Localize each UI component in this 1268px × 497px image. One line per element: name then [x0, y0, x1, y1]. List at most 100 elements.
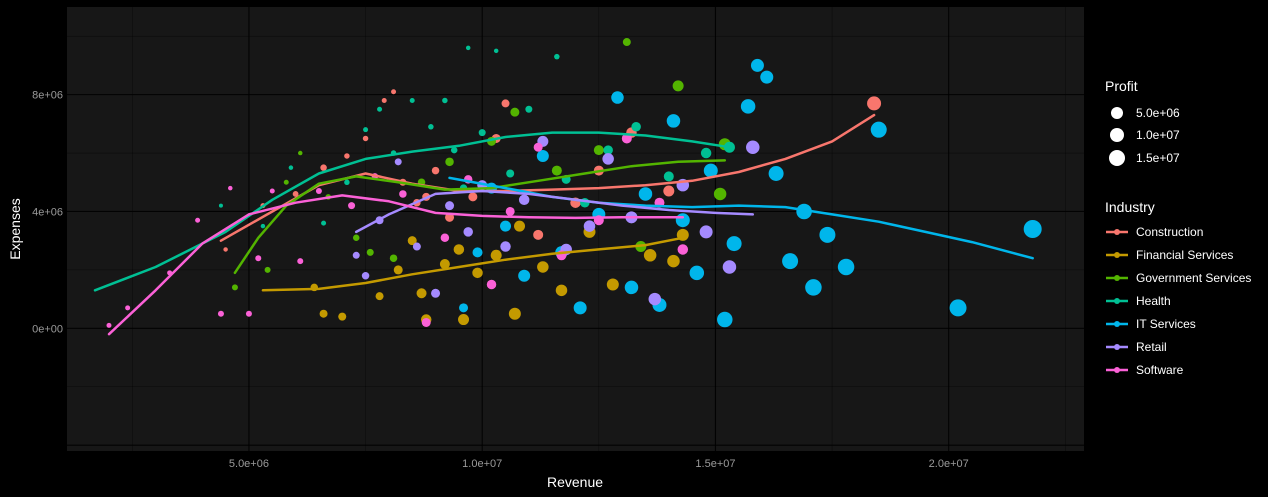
- legend-key-dot: [1114, 367, 1120, 373]
- data-point: [348, 202, 356, 210]
- data-point: [431, 288, 441, 298]
- data-point: [412, 242, 421, 251]
- data-point: [949, 299, 967, 317]
- data-point: [870, 121, 887, 138]
- size-legend-label-2: 1.0e+07: [1136, 128, 1180, 142]
- data-point: [319, 309, 328, 318]
- data-point: [344, 179, 350, 186]
- data-point: [228, 185, 233, 191]
- series-financial-services-points: [310, 220, 689, 326]
- legend-key-dot: [1114, 321, 1120, 327]
- data-point: [666, 114, 681, 128]
- data-point: [269, 188, 275, 194]
- grid-lines: [67, 7, 1084, 451]
- data-point: [689, 265, 705, 281]
- data-point: [445, 157, 454, 167]
- y-axis-ticks: 0e+00 4e+06 8e+06: [32, 90, 63, 336]
- size-legend-label-3: 1.5e+07: [1136, 151, 1180, 165]
- data-point: [458, 314, 470, 326]
- legend-item-government-services: Government Services: [1106, 271, 1251, 285]
- legend-key-dot: [1114, 275, 1120, 281]
- data-point: [606, 278, 619, 291]
- trend-line-retail: [354, 189, 755, 234]
- data-point: [391, 89, 397, 95]
- data-point: [867, 96, 882, 111]
- data-point: [518, 194, 530, 206]
- data-point: [377, 106, 383, 112]
- data-point: [648, 292, 662, 306]
- data-point: [297, 258, 304, 265]
- data-point: [442, 97, 448, 104]
- legend-label: Retail: [1136, 340, 1167, 354]
- size-legend-key-2: [1110, 128, 1124, 142]
- data-point: [472, 247, 483, 258]
- data-point: [478, 129, 486, 137]
- legend-item-financial-services: Financial Services: [1106, 248, 1233, 262]
- data-point: [218, 203, 223, 208]
- data-point: [621, 133, 632, 144]
- data-point: [508, 307, 521, 320]
- data-point: [381, 97, 387, 103]
- trend-line-software: [107, 194, 685, 336]
- y-tick-label: 4e+06: [32, 206, 63, 218]
- data-point: [717, 311, 733, 328]
- x-tick-label: 1.5e+07: [695, 458, 735, 470]
- y-axis-title: Expenses: [7, 198, 23, 259]
- data-point: [431, 166, 440, 175]
- data-point: [713, 187, 727, 201]
- data-point: [837, 258, 855, 276]
- trend-lines: [93, 113, 1034, 336]
- data-point: [536, 149, 549, 162]
- legend-label: IT Services: [1136, 317, 1196, 331]
- data-point: [195, 217, 201, 223]
- legend-key-dot: [1114, 344, 1120, 350]
- size-legend-title: Profit: [1105, 78, 1138, 94]
- data-point: [393, 265, 403, 275]
- data-point: [465, 45, 471, 51]
- data-point: [663, 185, 675, 197]
- data-point: [518, 269, 531, 282]
- data-point: [472, 267, 483, 279]
- data-point: [394, 158, 402, 166]
- data-point: [672, 80, 684, 92]
- y-tick-label: 0e+00: [32, 323, 63, 335]
- data-point: [459, 303, 469, 313]
- data-point: [525, 105, 533, 113]
- data-point: [409, 97, 415, 103]
- data-point: [593, 145, 604, 156]
- legend-label: Financial Services: [1136, 248, 1233, 262]
- data-point: [440, 233, 450, 243]
- data-point: [416, 288, 427, 299]
- data-point: [468, 192, 478, 202]
- x-tick-label: 1.0e+07: [462, 458, 502, 470]
- data-point: [320, 164, 327, 171]
- data-point: [726, 236, 742, 252]
- data-point: [573, 301, 587, 315]
- data-point: [782, 253, 799, 270]
- data-point: [700, 147, 712, 159]
- data-point: [450, 146, 458, 154]
- data-point: [298, 150, 303, 156]
- legend-label: Health: [1136, 294, 1171, 308]
- color-legend: Industry Construction Financial Services…: [1105, 199, 1251, 377]
- legend-item-health: Health: [1106, 294, 1171, 308]
- data-point: [490, 249, 502, 261]
- data-point: [255, 255, 262, 262]
- x-tick-label: 5.0e+06: [229, 458, 269, 470]
- data-point: [768, 166, 784, 181]
- data-point: [361, 271, 370, 280]
- y-tick-label: 8e+06: [32, 90, 63, 102]
- legend-key-dot: [1114, 298, 1120, 304]
- trend-line-health: [93, 131, 731, 292]
- data-point: [703, 163, 718, 178]
- x-tick-label: 2.0e+07: [929, 458, 969, 470]
- data-point: [231, 284, 238, 291]
- data-point: [533, 229, 544, 240]
- data-point: [223, 247, 228, 252]
- data-point: [760, 70, 774, 84]
- series-it-services-points: [459, 58, 1042, 328]
- data-point: [453, 244, 465, 255]
- data-point: [551, 165, 562, 176]
- data-point: [352, 251, 360, 259]
- data-point: [663, 171, 674, 182]
